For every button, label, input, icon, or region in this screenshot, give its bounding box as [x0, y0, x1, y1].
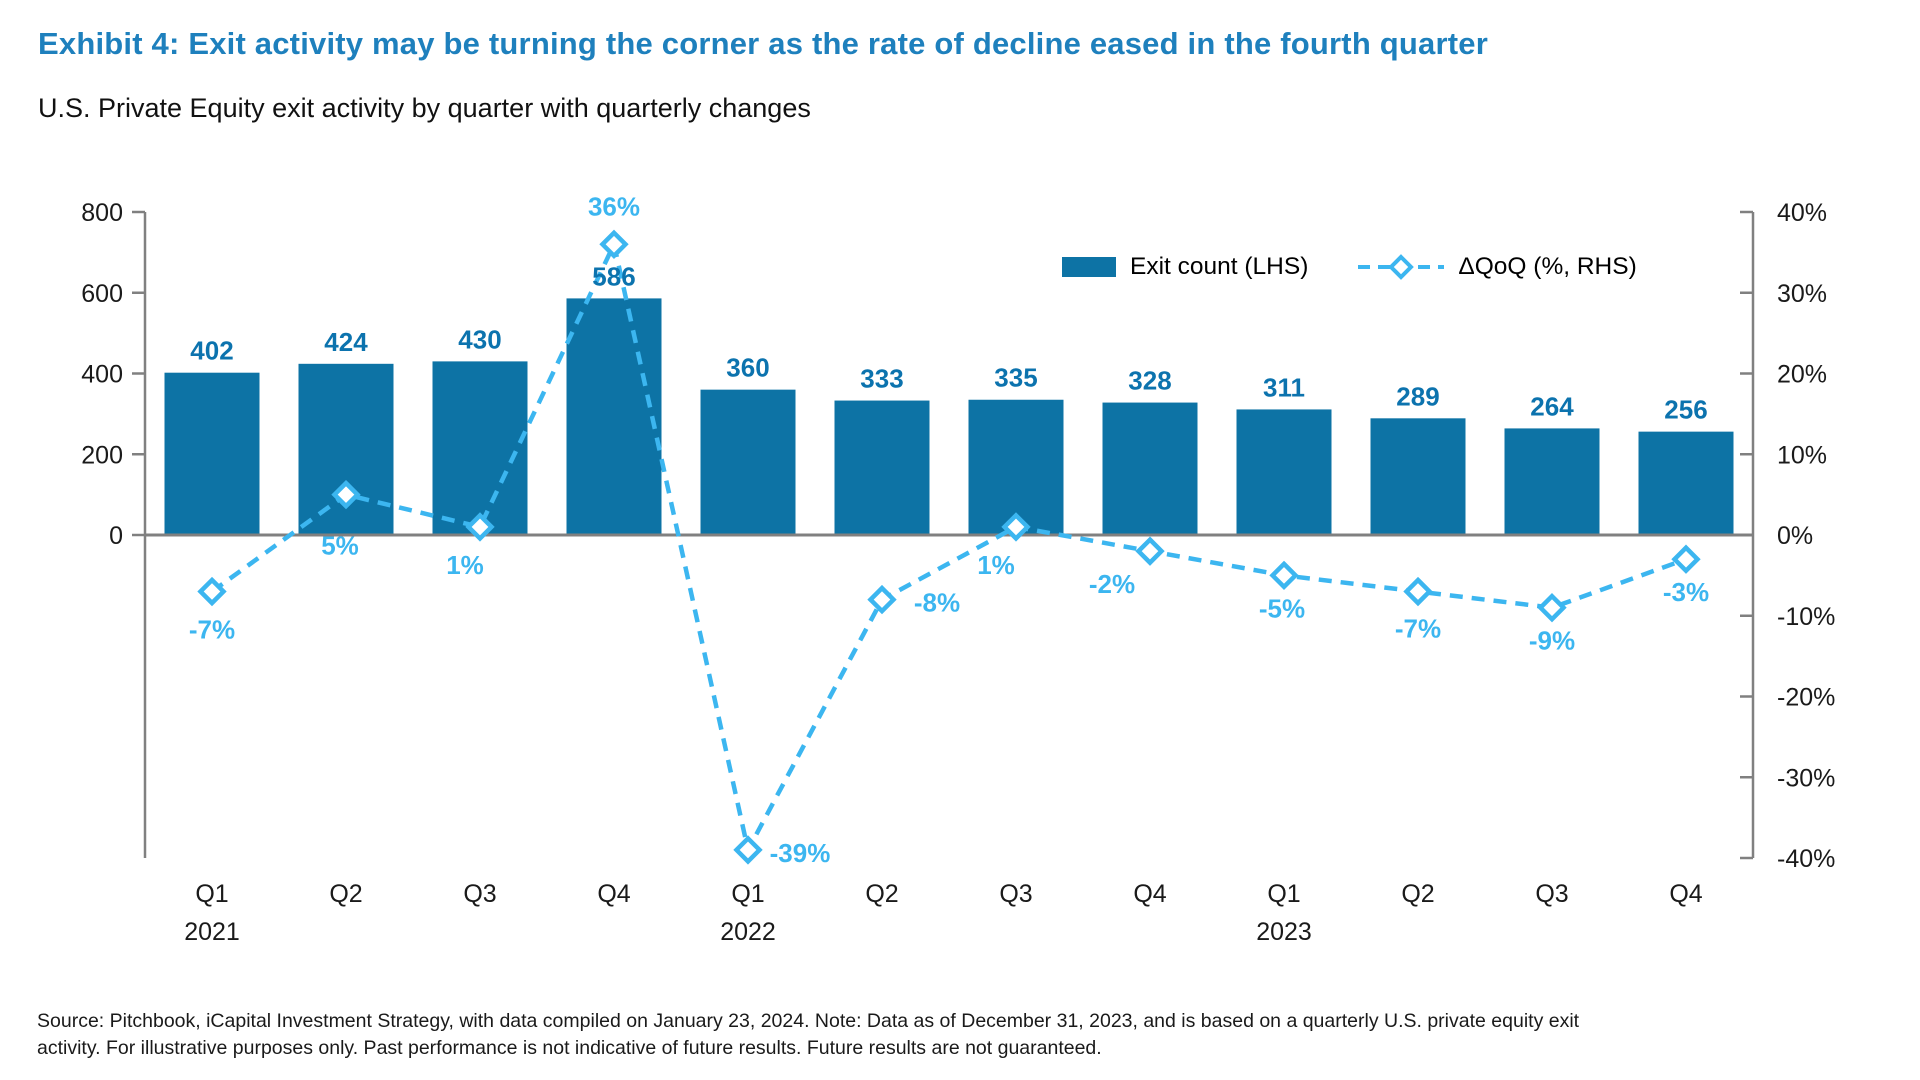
bar-data-label: 289: [1396, 381, 1439, 411]
bar: [1504, 428, 1600, 535]
line-data-label: 1%: [446, 550, 484, 580]
bar: [1638, 431, 1734, 535]
legend-label: Exit count (LHS): [1130, 253, 1309, 280]
diamond-marker: [1537, 592, 1567, 623]
quarter-label: Q1: [195, 880, 228, 908]
diamond-marker: [1671, 544, 1701, 574]
year-label: 2023: [1256, 918, 1312, 946]
line-series-swatch: [1358, 254, 1445, 280]
quarter-label: Q2: [1401, 880, 1434, 908]
legend-item-qoq: ΔQoQ (%, RHS): [1358, 253, 1637, 281]
line-data-label: -5%: [1259, 593, 1305, 623]
axes: 800 600 400 200 0 40% 30% 20% 10% 0% -10% -20% -30% -…: [81, 199, 1835, 873]
diamond-marker: [1001, 512, 1031, 542]
legend-item-exit-count: Exit count (LHS): [1062, 253, 1308, 281]
bar: [1236, 409, 1332, 535]
bar: [834, 400, 930, 535]
line-data-labels: -7% 5% 1% 36% -39% -8% 1% -2% -5% -7% -9% -3%: [189, 191, 1709, 868]
bar-series: [164, 298, 1734, 535]
right-axis-tick-label: 30%: [1777, 280, 1827, 308]
right-axis-tick-label: 0%: [1777, 522, 1813, 550]
diamond-marker: [1269, 560, 1299, 591]
quarter-label: Q4: [1133, 880, 1166, 908]
legend-label: ΔQoQ (%, RHS): [1458, 253, 1637, 280]
right-axis-tick-label: 40%: [1777, 199, 1827, 227]
source-note: Source: Pitchbook, iCapital Investment S…: [37, 1010, 1580, 1059]
line-data-label: -7%: [1395, 614, 1441, 644]
right-axis-tick-label: 10%: [1777, 441, 1827, 469]
line-data-label: -9%: [1529, 626, 1575, 656]
diamond-marker: [1403, 576, 1433, 607]
left-axis-tick-label: 400: [81, 361, 123, 389]
right-axis-tick-label: -10%: [1777, 603, 1835, 631]
right-axis-tick-label: 20%: [1777, 361, 1827, 389]
bar-data-label: 311: [1263, 372, 1305, 402]
line-data-label: -8%: [914, 588, 960, 618]
quarter-label: Q3: [999, 880, 1032, 908]
bar-data-label: 328: [1128, 366, 1171, 396]
diamond-marker: [1135, 536, 1165, 566]
bar-data-labels: 402 424 430 586 360 333 335 328 311 289 264 256: [190, 261, 1707, 424]
chart-legend: Exit count (LHS) ΔQoQ (%, RHS): [1062, 253, 1637, 281]
left-axis-tick-label: 600: [81, 280, 123, 308]
left-axis-tick-label: 200: [81, 441, 123, 469]
right-axis-tick-label: -20%: [1777, 684, 1835, 712]
quarter-label: Q1: [1267, 880, 1300, 908]
bar: [1102, 402, 1198, 535]
diamond-marker: [599, 229, 629, 259]
year-label: 2021: [184, 918, 240, 946]
line-data-label: 36%: [588, 191, 640, 221]
line-data-label: -39%: [770, 838, 831, 868]
bar-series-swatch: [1062, 257, 1116, 277]
line-data-label: 1%: [977, 550, 1015, 580]
exhibit-title: Exhibit 4: Exit activity may be turning …: [38, 26, 1488, 61]
year-label: 2022: [720, 918, 776, 946]
bar: [432, 361, 528, 535]
diamond-marker: [331, 479, 361, 510]
line-data-label: -3%: [1663, 577, 1709, 607]
diamond-marker: [197, 576, 227, 607]
quarter-label: Q4: [597, 880, 630, 908]
bar-data-label: 256: [1664, 395, 1707, 425]
bar-data-label: 424: [324, 327, 368, 357]
left-axis-tick-label: 0: [109, 522, 123, 550]
quarter-label: Q2: [329, 880, 362, 908]
diamond-marker: [867, 584, 897, 615]
bar-data-label: 335: [994, 363, 1037, 393]
right-axis-tick-label: -40%: [1777, 845, 1835, 873]
bar-data-label: 333: [860, 364, 903, 394]
quarter-label: Q3: [463, 880, 496, 908]
x-axis-labels: Q1 Q2 Q3 Q4 Q1 Q2 Q3 Q4 Q1 Q2 Q3 Q4 2021 2022 2023: [184, 880, 1703, 946]
quarter-label: Q4: [1669, 880, 1702, 908]
diamond-marker: [465, 512, 495, 542]
quarter-label: Q3: [1535, 880, 1568, 908]
diamond-marker: [733, 835, 763, 865]
bar: [566, 298, 662, 535]
chart-subtitle: U.S. Private Equity exit activity by qua…: [38, 93, 811, 123]
bar: [164, 372, 260, 535]
bar: [700, 389, 796, 535]
right-axis-tick-label: -30%: [1777, 764, 1835, 792]
quarter-label: Q1: [731, 880, 764, 908]
bar: [298, 363, 394, 535]
line-data-label: 5%: [321, 531, 359, 561]
bar-data-label: 430: [458, 324, 501, 354]
bar-data-label: 264: [1530, 391, 1574, 421]
bar: [1370, 418, 1466, 535]
bar-data-label: 586: [592, 261, 635, 291]
quarter-label: Q2: [865, 880, 898, 908]
line-series: [197, 229, 1701, 865]
bar-data-label: 360: [726, 353, 769, 383]
line-data-label: -7%: [189, 615, 235, 645]
left-axis-tick-label: 800: [81, 199, 123, 227]
bar-data-label: 402: [190, 336, 233, 366]
line-data-label: -2%: [1089, 569, 1135, 599]
